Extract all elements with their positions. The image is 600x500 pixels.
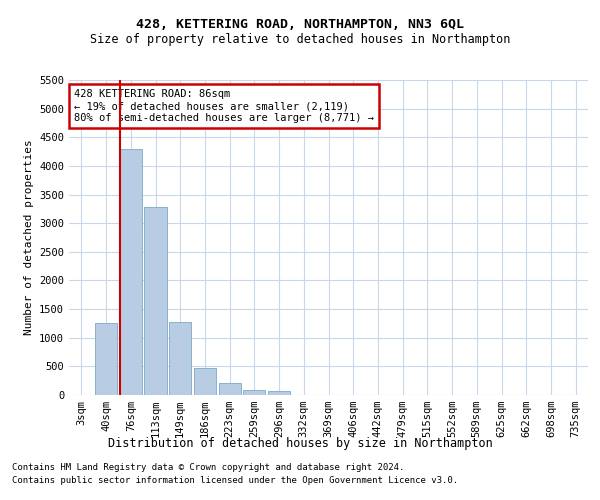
Text: Contains HM Land Registry data © Crown copyright and database right 2024.: Contains HM Land Registry data © Crown c… <box>12 462 404 471</box>
Text: Size of property relative to detached houses in Northampton: Size of property relative to detached ho… <box>90 32 510 46</box>
Text: Distribution of detached houses by size in Northampton: Distribution of detached houses by size … <box>107 438 493 450</box>
Text: 428 KETTERING ROAD: 86sqm
← 19% of detached houses are smaller (2,119)
80% of se: 428 KETTERING ROAD: 86sqm ← 19% of detac… <box>74 90 374 122</box>
Bar <box>218 384 241 395</box>
Text: 428, KETTERING ROAD, NORTHAMPTON, NN3 6QL: 428, KETTERING ROAD, NORTHAMPTON, NN3 6Q… <box>136 18 464 30</box>
Bar <box>243 390 265 395</box>
Bar <box>145 207 167 395</box>
Bar <box>268 391 290 395</box>
Bar <box>95 324 117 395</box>
Bar <box>119 148 142 395</box>
Text: Contains public sector information licensed under the Open Government Licence v3: Contains public sector information licen… <box>12 476 458 485</box>
Bar <box>194 368 216 395</box>
Y-axis label: Number of detached properties: Number of detached properties <box>23 140 34 336</box>
Bar <box>169 322 191 395</box>
